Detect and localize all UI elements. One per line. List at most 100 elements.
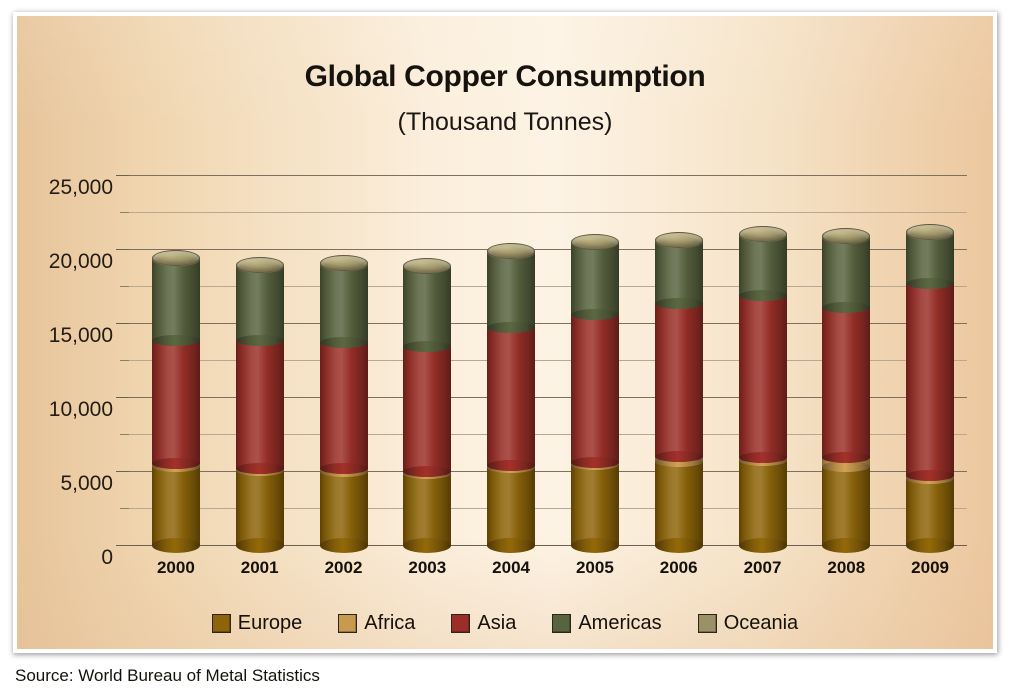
- segment-fill: [151, 464, 200, 467]
- bar-segment-africa[interactable]: [654, 455, 703, 467]
- legend-label: Europe: [237, 612, 303, 634]
- bar-segment-oceania[interactable]: [654, 232, 703, 249]
- bar-segment-oceania[interactable]: [319, 255, 368, 272]
- legend-item-americas[interactable]: Americas: [552, 612, 662, 635]
- bar-segment-europe[interactable]: [151, 466, 200, 553]
- legend-label: Africa: [364, 612, 416, 634]
- bar-segment-africa[interactable]: [403, 468, 452, 480]
- segment-fill: [487, 465, 536, 469]
- segment-fill: [822, 238, 871, 309]
- y-tick-minor: [120, 508, 129, 509]
- legend-label: Americas: [578, 612, 662, 634]
- segment-fill: [654, 303, 703, 457]
- legend-item-asia[interactable]: Asia: [451, 612, 516, 635]
- bar-segment-americas[interactable]: [151, 260, 200, 347]
- bar-segment-europe[interactable]: [654, 461, 703, 553]
- legend-swatch-oceania: [697, 614, 717, 633]
- legend-item-africa[interactable]: Africa: [338, 612, 415, 635]
- bar-segment-africa[interactable]: [487, 462, 536, 474]
- y-tick-major: [116, 175, 129, 176]
- bar-segment-europe[interactable]: [570, 465, 619, 553]
- bar-segment-americas[interactable]: [738, 237, 787, 302]
- bar-segment-europe[interactable]: [487, 468, 536, 553]
- segment-fill: [570, 315, 619, 463]
- bar-segment-oceania[interactable]: [487, 243, 536, 260]
- bar-segment-africa[interactable]: [319, 466, 368, 477]
- bar-segment-asia[interactable]: [570, 315, 619, 468]
- segment-fill: [235, 340, 284, 469]
- gridline-major: [129, 249, 967, 250]
- bar-segment-asia[interactable]: [654, 303, 703, 462]
- segment-fill: [235, 471, 284, 546]
- bar-segment-asia[interactable]: [906, 283, 955, 481]
- bar-segment-europe[interactable]: [235, 471, 284, 553]
- bar-segment-americas[interactable]: [654, 243, 703, 309]
- segment-fill: [403, 474, 452, 546]
- bar-segment-africa[interactable]: [906, 472, 955, 484]
- gridline-minor: [129, 434, 967, 435]
- bar-segment-asia[interactable]: [822, 308, 871, 463]
- bar-segment-europe[interactable]: [906, 478, 955, 553]
- segment-fill: [235, 267, 284, 341]
- segment-fill: [822, 466, 871, 546]
- bar-segment-africa[interactable]: [570, 459, 619, 471]
- x-axis-label-2003: 2003: [408, 558, 447, 577]
- bar-segment-americas[interactable]: [319, 266, 368, 348]
- bar-segment-oceania[interactable]: [403, 257, 452, 274]
- segment-fill: [235, 468, 284, 472]
- legend-item-europe[interactable]: Europe: [211, 612, 303, 635]
- bar-segment-europe[interactable]: [822, 466, 871, 553]
- bar-segment-oceania[interactable]: [822, 227, 871, 244]
- chart-subtitle: (Thousand Tonnes): [397, 108, 613, 136]
- gridline-major: [129, 175, 967, 176]
- y-tick-major: [116, 249, 129, 250]
- bar-segment-oceania[interactable]: [235, 256, 284, 273]
- legend: Europe Africa Asia Americas Oceania: [17, 612, 993, 635]
- gridline-minor: [129, 286, 967, 287]
- bar-segment-oceania[interactable]: [738, 226, 787, 243]
- y-tick-major: [116, 323, 129, 324]
- segment-fill: [654, 461, 703, 546]
- bar-segment-africa[interactable]: [235, 465, 284, 477]
- segment-fill: [487, 328, 536, 466]
- bar-segment-americas[interactable]: [235, 267, 284, 346]
- bar-segment-oceania[interactable]: [151, 250, 200, 267]
- segment-fill: [319, 469, 368, 472]
- bar-segment-europe[interactable]: [738, 460, 787, 553]
- bar-segment-europe[interactable]: [319, 472, 368, 553]
- legend-swatch-asia: [451, 614, 471, 633]
- x-axis-label-2005: 2005: [575, 558, 614, 577]
- bar-segment-americas[interactable]: [822, 238, 871, 314]
- bar-segment-americas[interactable]: [570, 244, 619, 321]
- bar-segment-asia[interactable]: [235, 340, 284, 474]
- segment-fill: [738, 237, 787, 297]
- bar-segment-africa[interactable]: [822, 457, 871, 472]
- bar-segment-africa[interactable]: [738, 454, 787, 466]
- bar-segment-oceania[interactable]: [570, 233, 619, 250]
- bar-segment-americas[interactable]: [906, 234, 955, 289]
- bar-segment-africa[interactable]: [151, 460, 200, 472]
- bar-segment-europe[interactable]: [403, 474, 452, 553]
- legend-swatch-americas: [552, 614, 572, 633]
- bar-top-cap: [403, 257, 452, 274]
- source-note: Source: World Bureau of Metal Statistics: [15, 666, 320, 685]
- gridline-minor: [129, 212, 967, 213]
- bar-segment-oceania[interactable]: [906, 224, 955, 241]
- gridline-major: [129, 397, 967, 398]
- bar-segment-asia[interactable]: [151, 341, 200, 470]
- legend-swatch-europe: [211, 614, 231, 633]
- bar-segment-asia[interactable]: [487, 328, 536, 471]
- legend-label: Asia: [477, 612, 517, 634]
- segment-fill: [403, 471, 452, 475]
- segment-fill: [906, 476, 955, 479]
- bar-segment-asia[interactable]: [738, 296, 787, 463]
- bar-segment-americas[interactable]: [403, 268, 452, 352]
- segment-fill: [906, 283, 955, 476]
- bar-segment-asia[interactable]: [319, 342, 368, 475]
- legend-item-oceania[interactable]: Oceania: [697, 612, 798, 635]
- bar-segment-asia[interactable]: [403, 346, 452, 477]
- segment-fill: [570, 462, 619, 466]
- bar-top-cap: [570, 233, 619, 250]
- bar-segment-americas[interactable]: [487, 254, 536, 333]
